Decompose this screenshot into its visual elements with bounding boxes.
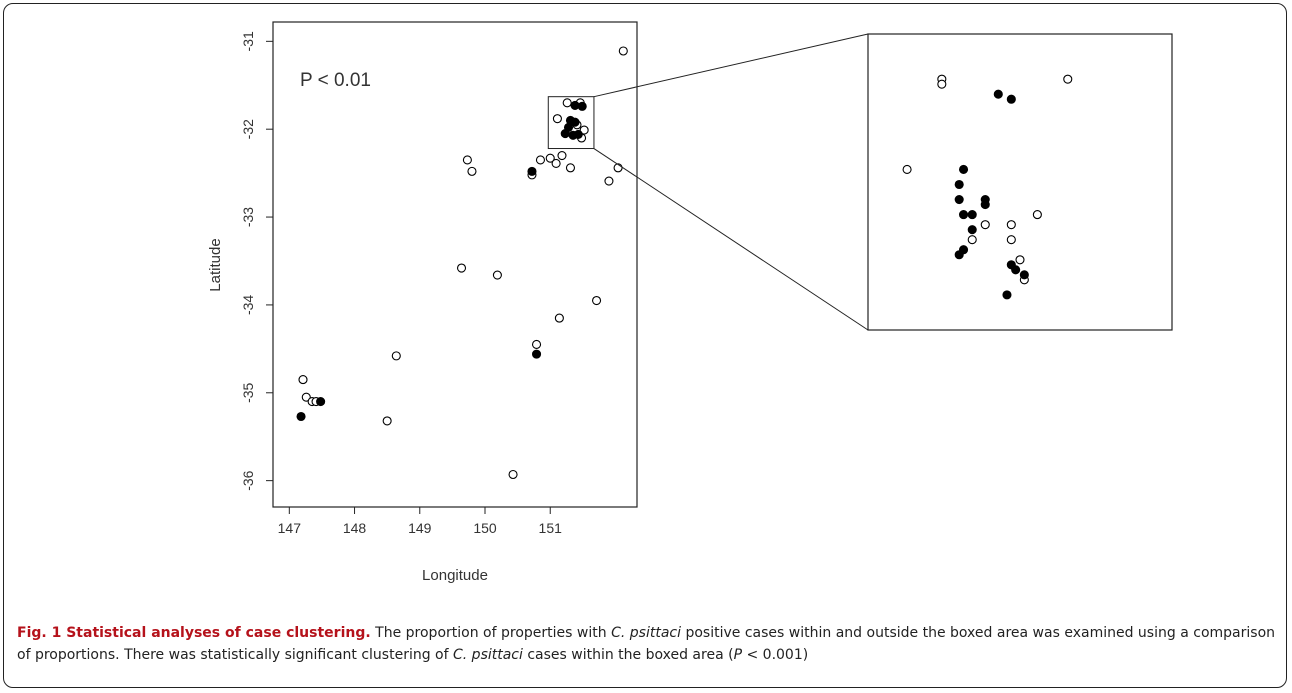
open-point bbox=[1032, 210, 1042, 220]
caption-text: < 0.001) bbox=[742, 647, 809, 663]
filled-point bbox=[954, 179, 964, 190]
caption-label: Fig. 1 Statistical analyses of case clus… bbox=[17, 625, 371, 641]
open-point bbox=[552, 114, 562, 124]
caption: Fig. 1 Statistical analyses of case clus… bbox=[17, 622, 1275, 666]
open-point bbox=[298, 375, 308, 385]
filled-point bbox=[570, 117, 580, 127]
filled-point bbox=[1002, 290, 1012, 300]
caption-text: The proportion of properties with bbox=[375, 625, 612, 641]
x-tick-label: 151 bbox=[539, 520, 563, 536]
open-point bbox=[301, 392, 311, 402]
zoom-connector bbox=[593, 33, 869, 98]
open-point bbox=[592, 295, 602, 306]
open-point bbox=[551, 158, 561, 169]
caption-text: cases within the boxed area ( bbox=[522, 647, 734, 663]
open-point bbox=[535, 155, 546, 165]
filled-point bbox=[573, 129, 583, 140]
open-point bbox=[1015, 255, 1025, 265]
open-point bbox=[554, 313, 564, 323]
open-point bbox=[618, 46, 628, 56]
filled-point bbox=[993, 89, 1003, 99]
filled-point bbox=[296, 411, 306, 422]
open-point bbox=[1006, 220, 1016, 230]
y-tick-label: -35 bbox=[240, 382, 256, 402]
x-tick-label: 150 bbox=[473, 520, 497, 536]
open-point bbox=[492, 270, 502, 280]
open-point bbox=[604, 176, 614, 186]
caption-text: P bbox=[733, 647, 743, 663]
open-point bbox=[562, 98, 572, 108]
figure-frame bbox=[3, 3, 1287, 688]
y-tick-label: -36 bbox=[240, 470, 256, 490]
open-point bbox=[391, 351, 401, 361]
filled-point bbox=[531, 349, 542, 359]
open-point bbox=[456, 263, 467, 273]
filled-point bbox=[980, 200, 990, 210]
open-point bbox=[579, 125, 589, 135]
open-point bbox=[467, 166, 477, 176]
open-point bbox=[565, 163, 576, 173]
caption-text: C. psittaci bbox=[453, 647, 523, 663]
annotation: P < 0.01 bbox=[300, 70, 371, 91]
y-axis-label: Latitude bbox=[207, 238, 224, 291]
caption-text: C. psittaci bbox=[611, 625, 681, 641]
open-point bbox=[462, 155, 472, 165]
y-tick-label: -33 bbox=[240, 207, 256, 227]
open-point bbox=[980, 220, 990, 230]
filled-point bbox=[577, 101, 587, 111]
open-point bbox=[937, 79, 947, 89]
filled-point bbox=[527, 166, 537, 176]
chart: P < 0.01 Longitude Latitude 147 148 149 150… bbox=[207, 21, 1173, 584]
x-tick-label: 149 bbox=[408, 520, 432, 536]
caption-text: positive cases within and outside the bo… bbox=[17, 625, 1276, 663]
plot-frame bbox=[272, 21, 638, 508]
open-point bbox=[382, 416, 392, 426]
filled-point bbox=[560, 129, 570, 139]
open-point bbox=[1006, 235, 1016, 245]
plot-frame bbox=[867, 33, 1173, 331]
open-point bbox=[531, 339, 542, 350]
filled-point bbox=[316, 397, 326, 407]
open-point bbox=[1063, 74, 1073, 84]
y-tick-label: -32 bbox=[240, 119, 256, 139]
filled-point bbox=[1019, 270, 1029, 280]
filled-point bbox=[967, 210, 977, 220]
y-tick-label: -31 bbox=[240, 31, 256, 51]
filled-point bbox=[954, 250, 964, 260]
open-point bbox=[545, 153, 555, 163]
zoom-box bbox=[547, 96, 595, 150]
y-tick-label: -34 bbox=[240, 295, 256, 315]
zoom-connector bbox=[593, 148, 869, 331]
open-point bbox=[902, 164, 912, 175]
filled-point bbox=[1011, 265, 1021, 275]
open-point bbox=[557, 151, 567, 161]
x-tick-label: 147 bbox=[278, 520, 302, 536]
x-axis-label: Longitude bbox=[422, 567, 488, 584]
x-tick-label: 148 bbox=[343, 520, 367, 536]
filled-point bbox=[954, 195, 964, 205]
open-point bbox=[967, 235, 977, 245]
filled-point bbox=[958, 210, 969, 220]
open-point bbox=[508, 469, 518, 480]
filled-point bbox=[1006, 94, 1016, 104]
filled-point bbox=[958, 164, 969, 175]
filled-point bbox=[967, 225, 977, 235]
